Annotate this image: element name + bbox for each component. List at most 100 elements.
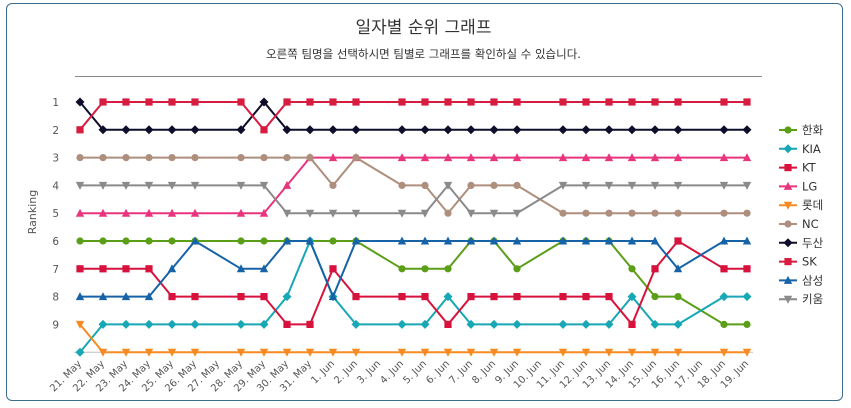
legend-marker <box>783 144 793 154</box>
data-point <box>144 319 154 329</box>
legend-item[interactable]: 롯데 <box>779 198 823 212</box>
data-point <box>444 98 452 106</box>
data-point <box>420 319 430 329</box>
data-point <box>650 236 660 245</box>
legend-label: LG <box>802 179 817 193</box>
data-point <box>329 181 337 189</box>
data-point <box>719 125 729 135</box>
data-point <box>98 348 108 357</box>
data-point <box>489 236 499 245</box>
data-point <box>99 98 107 106</box>
data-point <box>605 209 613 217</box>
x-tick-label: 8. Jun <box>470 359 498 387</box>
data-point <box>236 125 246 135</box>
data-point <box>191 154 199 162</box>
data-point <box>328 153 338 162</box>
legend-item[interactable]: 두산 <box>779 236 824 250</box>
data-point <box>650 319 660 329</box>
legend-item[interactable]: LG <box>779 179 817 193</box>
data-point <box>490 293 498 301</box>
chart-title: 일자별 순위 그래프 <box>355 18 492 38</box>
data-point <box>145 154 153 162</box>
data-point <box>743 265 751 273</box>
data-point <box>743 320 751 328</box>
data-point <box>236 208 246 217</box>
data-point <box>581 125 591 135</box>
chart-frame: 일자별 순위 그래프 오른쪽 팀명을 선택하시면 팀별로 그래프를 확인하실 수… <box>6 3 843 401</box>
data-point <box>466 125 476 135</box>
data-point <box>190 125 200 135</box>
data-point <box>512 348 522 357</box>
data-point <box>559 98 567 106</box>
series-3 <box>76 237 751 328</box>
data-point <box>352 154 360 162</box>
data-point <box>627 236 637 245</box>
legend-item[interactable]: SK <box>779 255 817 269</box>
data-point <box>558 236 568 245</box>
data-point <box>420 348 430 357</box>
data-point <box>513 181 521 189</box>
data-point <box>420 236 430 245</box>
data-point <box>237 293 245 301</box>
data-point <box>168 154 176 162</box>
data-point <box>397 209 407 218</box>
data-point <box>742 153 752 162</box>
data-point <box>75 181 85 190</box>
series-line <box>79 323 747 354</box>
legend-label: 키움 <box>802 292 823 306</box>
data-point <box>190 348 200 357</box>
data-point <box>398 181 406 189</box>
legend-item[interactable]: KIA <box>779 142 821 156</box>
legend-item[interactable]: 키움 <box>779 292 823 306</box>
legend-item[interactable]: NC <box>779 217 819 231</box>
series-line <box>80 240 747 326</box>
data-point <box>466 348 476 357</box>
data-point <box>719 181 729 190</box>
data-point <box>168 98 176 106</box>
data-point <box>236 348 246 357</box>
legend-item[interactable]: 삼성 <box>779 273 823 287</box>
data-point <box>604 181 614 190</box>
data-point <box>98 181 108 190</box>
data-point <box>121 181 131 190</box>
data-point <box>75 97 85 107</box>
legend-label: KIA <box>802 142 821 156</box>
data-point <box>76 237 84 245</box>
data-point <box>674 237 682 245</box>
data-point <box>167 181 177 190</box>
data-point <box>443 348 453 357</box>
legend-label: NC <box>802 217 819 231</box>
data-point <box>673 181 683 190</box>
y-tick-label: 1 <box>52 97 59 109</box>
data-point <box>190 236 200 245</box>
series-9 <box>75 236 752 301</box>
legend-label: 삼성 <box>802 273 823 287</box>
legend-item[interactable]: KT <box>779 161 817 175</box>
data-point <box>651 209 659 217</box>
legend-marker <box>784 126 792 134</box>
data-point <box>558 125 568 135</box>
data-point <box>398 265 406 273</box>
data-point <box>306 154 314 162</box>
data-point <box>443 236 453 245</box>
data-point <box>122 98 130 106</box>
data-point <box>604 125 614 135</box>
x-tick-label: 4. Jun <box>378 359 406 387</box>
legend-marker <box>783 275 793 284</box>
data-point <box>282 236 292 245</box>
data-point <box>282 292 292 302</box>
data-point <box>167 319 177 329</box>
legend-item[interactable]: 한화 <box>779 123 824 137</box>
data-point <box>558 348 568 357</box>
data-point <box>628 98 636 106</box>
y-tick-label: 6 <box>52 236 59 248</box>
data-point <box>305 125 315 135</box>
data-point <box>581 319 591 329</box>
x-tick-label: 6. Jun <box>424 359 452 387</box>
data-point <box>167 125 177 135</box>
data-point <box>352 98 360 106</box>
data-point <box>98 319 108 329</box>
data-point <box>742 125 752 135</box>
data-point <box>397 236 407 245</box>
data-point <box>99 237 107 245</box>
